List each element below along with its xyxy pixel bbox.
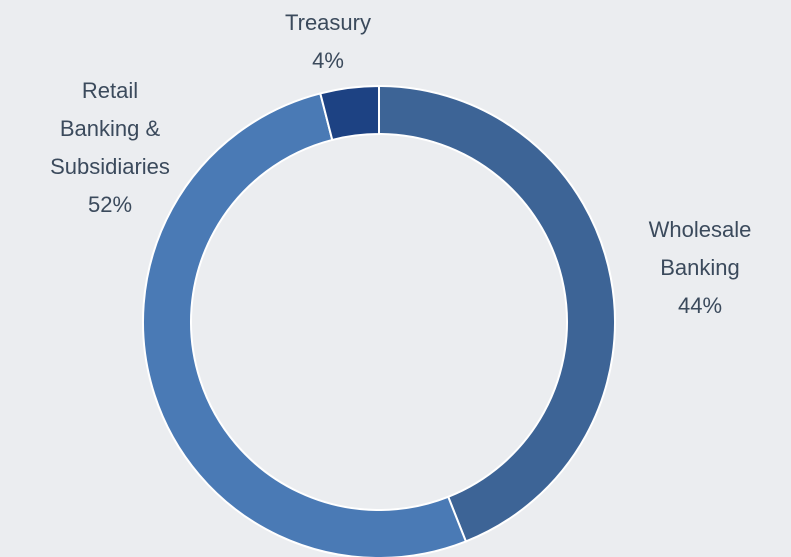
category-name: Retail Banking & Subsidiaries <box>50 78 170 179</box>
slice-label: Retail Banking & Subsidiaries 52% <box>45 72 175 224</box>
donut-segment <box>142 92 468 557</box>
donut-segment <box>319 84 380 142</box>
value-label: 52% <box>87 192 133 217</box>
category-name: Treasury <box>285 10 371 35</box>
value-label: 4% <box>312 48 344 73</box>
category-name: Wholesale Banking <box>648 217 752 280</box>
donut-segment <box>378 84 616 543</box>
slice-label: Wholesale Banking 44% <box>635 211 765 325</box>
slice-label: Treasury 4% <box>263 4 393 80</box>
value-label: 44% <box>677 293 723 318</box>
